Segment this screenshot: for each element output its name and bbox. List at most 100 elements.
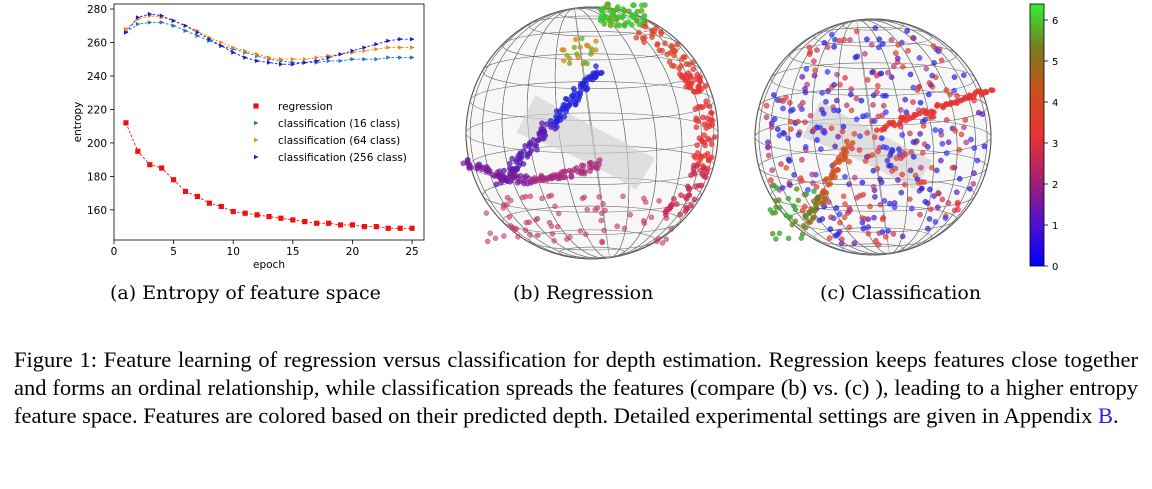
data-point bbox=[290, 62, 296, 67]
feature-point bbox=[499, 177, 506, 183]
feature-point bbox=[811, 207, 817, 214]
feature-point bbox=[678, 192, 684, 198]
feature-point bbox=[691, 196, 698, 203]
feature-point bbox=[509, 155, 516, 162]
x-tick-label: 5 bbox=[170, 246, 177, 258]
feature-point bbox=[943, 87, 950, 93]
feature-point bbox=[814, 137, 820, 143]
feature-point bbox=[892, 50, 899, 56]
feature-point bbox=[875, 83, 881, 89]
feature-point bbox=[873, 238, 879, 244]
feature-point bbox=[848, 91, 854, 98]
feature-point bbox=[828, 214, 834, 220]
feature-point bbox=[932, 127, 939, 133]
feature-point bbox=[763, 114, 770, 120]
legend-marker bbox=[254, 154, 259, 160]
feature-point bbox=[956, 175, 963, 182]
feature-point bbox=[546, 219, 553, 226]
appendix-link[interactable]: B bbox=[1097, 403, 1113, 428]
feature-point bbox=[875, 148, 881, 155]
data-point bbox=[302, 218, 308, 225]
feature-point bbox=[769, 167, 776, 173]
feature-point bbox=[893, 155, 900, 161]
feature-point bbox=[568, 172, 575, 179]
feature-point bbox=[773, 204, 779, 210]
feature-point bbox=[783, 164, 790, 171]
data-point bbox=[350, 57, 355, 62]
latitude-line bbox=[770, 178, 976, 212]
feature-point bbox=[534, 215, 541, 222]
feature-point bbox=[599, 210, 605, 217]
feature-point bbox=[879, 216, 886, 223]
data-point bbox=[231, 50, 236, 55]
feature-point bbox=[928, 108, 935, 114]
data-point bbox=[159, 20, 165, 25]
subcaption-b: (b) Regression bbox=[513, 282, 654, 304]
feature-point bbox=[898, 189, 905, 196]
feature-point bbox=[803, 191, 809, 198]
feature-point bbox=[787, 214, 793, 220]
feature-point bbox=[791, 172, 797, 178]
feature-point bbox=[943, 150, 950, 156]
feature-point bbox=[853, 95, 860, 102]
feature-point bbox=[883, 93, 889, 99]
feature-point bbox=[577, 89, 584, 95]
data-point bbox=[266, 213, 272, 220]
feature-point bbox=[695, 86, 702, 92]
feature-point bbox=[806, 44, 813, 51]
feature-point bbox=[899, 233, 906, 240]
feature-point bbox=[917, 99, 924, 106]
feature-point bbox=[934, 204, 941, 211]
data-point bbox=[386, 38, 391, 44]
feature-point bbox=[702, 83, 709, 89]
data-point bbox=[398, 36, 403, 42]
feature-point bbox=[811, 126, 817, 133]
feature-point bbox=[924, 144, 931, 150]
feature-point bbox=[780, 105, 786, 112]
feature-point bbox=[577, 84, 584, 90]
feature-point bbox=[614, 223, 620, 230]
feature-point bbox=[939, 196, 946, 203]
feature-point bbox=[659, 240, 666, 246]
data-point bbox=[338, 58, 344, 64]
feature-point bbox=[854, 28, 860, 35]
feature-point bbox=[507, 160, 513, 167]
feature-point bbox=[640, 18, 646, 25]
data-point bbox=[326, 58, 332, 64]
feature-point bbox=[663, 211, 669, 218]
feature-point bbox=[837, 81, 843, 88]
data-point bbox=[386, 55, 391, 60]
data-point bbox=[386, 45, 391, 50]
feature-point bbox=[958, 131, 965, 138]
feature-point bbox=[860, 113, 866, 120]
data-point bbox=[361, 224, 367, 230]
latitude-line bbox=[502, 205, 682, 235]
data-point bbox=[171, 18, 177, 23]
feature-point bbox=[811, 72, 818, 79]
feature-point bbox=[774, 126, 781, 132]
feature-point bbox=[910, 84, 917, 91]
feature-point bbox=[581, 168, 588, 174]
data-point bbox=[242, 210, 248, 216]
feature-point bbox=[683, 204, 689, 211]
feature-point bbox=[885, 162, 892, 169]
feature-point bbox=[875, 44, 882, 51]
feature-point bbox=[805, 186, 811, 193]
data-point bbox=[302, 60, 308, 65]
feature-point bbox=[888, 74, 895, 80]
feature-point bbox=[828, 125, 835, 131]
classification-points bbox=[763, 25, 996, 248]
feature-point bbox=[788, 108, 794, 114]
data-point bbox=[314, 58, 320, 64]
feature-point bbox=[826, 235, 833, 241]
feature-point bbox=[656, 198, 662, 204]
feature-point bbox=[522, 227, 529, 234]
feature-point bbox=[876, 36, 883, 43]
feature-point bbox=[953, 189, 960, 195]
feature-point bbox=[910, 35, 916, 41]
feature-point bbox=[545, 193, 552, 200]
entropy-chart-panel: 0 5 10 15 20 25 160 180 200 220 240 260 280 epoch entr… bbox=[68, 0, 438, 275]
feature-point bbox=[515, 234, 521, 240]
data-point bbox=[219, 40, 224, 45]
feature-point bbox=[566, 102, 572, 109]
